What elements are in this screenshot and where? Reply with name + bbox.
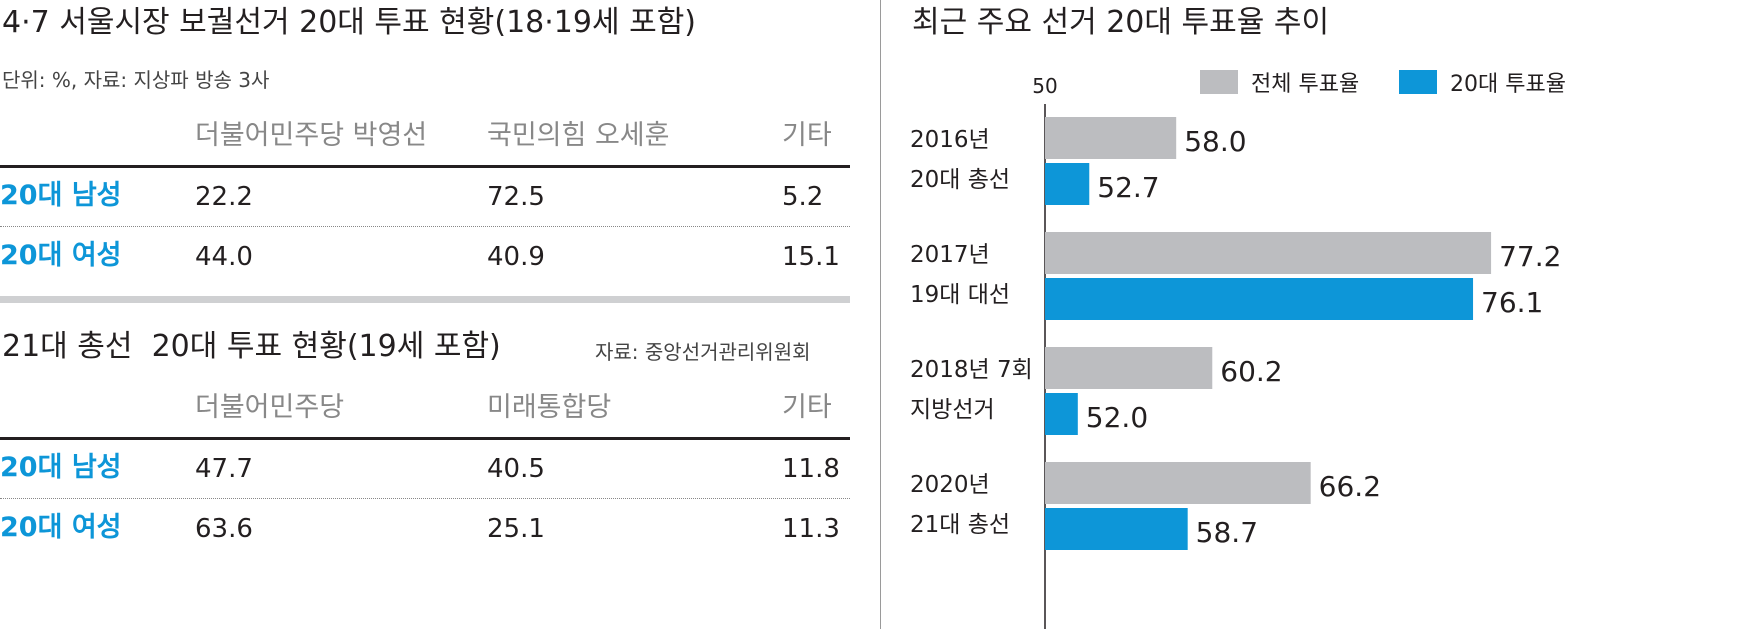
- category-label-3-line-2: 지방선거: [910, 397, 995, 423]
- legend-swatch-1: [1200, 70, 1238, 94]
- bottom-table-source: 자료: 중앙선거관리위원회: [595, 340, 811, 364]
- legend-label-1: 전체 투표율: [1251, 72, 1359, 97]
- bar-value-label-3-2: 52.0: [1086, 401, 1148, 434]
- bottom-col-header-3: 기타: [782, 392, 832, 423]
- bottom-col-header-2: 미래통합당: [487, 392, 612, 423]
- bar-4-series-2: [1045, 508, 1188, 550]
- legend-swatch-2: [1399, 70, 1437, 94]
- top-col-header-3: 기타: [782, 120, 832, 151]
- bar-3-series-2: [1045, 393, 1078, 435]
- bottom-row-label-female: 20대 여성: [0, 512, 122, 543]
- bottom-row-female-value-2: 25.1: [487, 514, 545, 544]
- top-col-header-2: 국민의힘 오세훈: [487, 120, 670, 151]
- bar-value-label-2-1: 77.2: [1499, 240, 1561, 273]
- top-table-subtitle: 단위: %, 자료: 지상파 방송 3사: [2, 68, 270, 92]
- bar-value-label-2-2: 76.1: [1481, 286, 1543, 319]
- category-label-4-line-1: 2020년: [910, 472, 990, 498]
- chart-title: 최근 주요 선거 20대 투표율 추이: [912, 5, 1330, 40]
- panel-divider: [880, 0, 881, 629]
- section-separator-bar: [0, 296, 850, 303]
- top-row-male-value-1: 22.2: [195, 182, 253, 212]
- top-row-female-value-3: 15.1: [782, 242, 840, 272]
- bar-value-label-3-1: 60.2: [1220, 355, 1282, 388]
- bar-2-series-1: [1045, 232, 1492, 274]
- bar-value-label-4-1: 66.2: [1319, 470, 1381, 503]
- top-row-divider: [0, 226, 850, 227]
- bar-3-series-1: [1045, 347, 1213, 389]
- category-label-2-line-2: 19대 대선: [910, 282, 1010, 308]
- bar-value-label-1-1: 58.0: [1184, 125, 1246, 158]
- bottom-table-title: 21대 총선 20대 투표 현황(19세 포함): [2, 329, 501, 364]
- bottom-col-header-1: 더불어민주당: [195, 392, 345, 423]
- bar-1-series-1: [1045, 117, 1177, 159]
- bottom-row-divider: [0, 498, 850, 499]
- x-axis-start-label: 50: [1032, 74, 1057, 98]
- bottom-row-male-value-1: 47.7: [195, 454, 253, 484]
- bottom-row-male-value-3: 11.8: [782, 454, 840, 484]
- legend-label-2: 20대 투표율: [1450, 72, 1566, 97]
- top-col-header-1: 더불어민주당 박영선: [195, 120, 428, 151]
- top-row-female-value-1: 44.0: [195, 242, 253, 272]
- top-table-title: 4·7 서울시장 보궐선거 20대 투표 현황(18·19세 포함): [2, 5, 696, 40]
- category-label-3-line-1: 2018년 7회: [910, 357, 1033, 383]
- bottom-row-label-male: 20대 남성: [0, 452, 122, 483]
- bar-4-series-1: [1045, 462, 1311, 504]
- top-row-female-value-2: 40.9: [487, 242, 545, 272]
- bar-2-series-2: [1045, 278, 1474, 320]
- top-row-label-female: 20대 여성: [0, 240, 122, 271]
- bottom-row-female-value-3: 11.3: [782, 514, 840, 544]
- bottom-table-header-rule: [0, 437, 850, 440]
- top-row-male-value-3: 5.2: [782, 182, 824, 212]
- bottom-row-male-value-2: 40.5: [487, 454, 545, 484]
- top-table-header-rule: [0, 165, 850, 168]
- top-row-male-value-2: 72.5: [487, 182, 545, 212]
- category-label-1-line-1: 2016년: [910, 127, 990, 153]
- bar-1-series-2: [1045, 163, 1090, 205]
- bottom-row-female-value-1: 63.6: [195, 514, 253, 544]
- category-label-2-line-1: 2017년: [910, 242, 990, 268]
- category-label-1-line-2: 20대 총선: [910, 167, 1010, 193]
- bar-value-label-1-2: 52.7: [1097, 171, 1159, 204]
- bar-value-label-4-2: 58.7: [1196, 516, 1258, 549]
- top-row-label-male: 20대 남성: [0, 180, 122, 211]
- category-label-4-line-2: 21대 총선: [910, 512, 1010, 538]
